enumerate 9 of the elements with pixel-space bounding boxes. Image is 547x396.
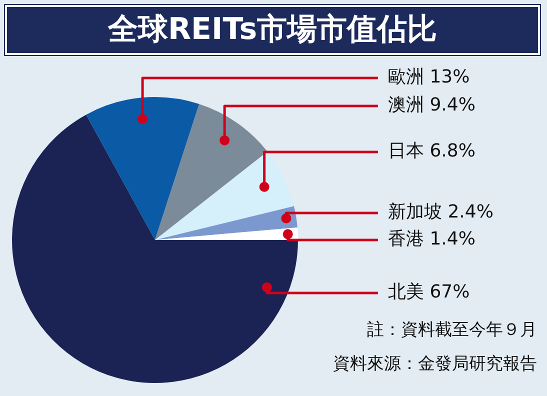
chart-title: 全球REITs市場市值佔比 — [5, 5, 540, 55]
slice-label: 日本 6.8% — [388, 140, 476, 162]
slice-label: 香港 1.4% — [388, 228, 476, 250]
slice-label: 新加坡 2.4% — [388, 202, 494, 223]
text: 註：資料截至今年９月 — [367, 319, 537, 341]
slice-label: 澳洲 9.4% — [388, 94, 476, 116]
slice-label: 歐洲 13% — [388, 66, 470, 88]
slice-label: 北美 67% — [388, 282, 470, 303]
source-note: 資料來源：金發局研究報告 — [333, 353, 537, 375]
